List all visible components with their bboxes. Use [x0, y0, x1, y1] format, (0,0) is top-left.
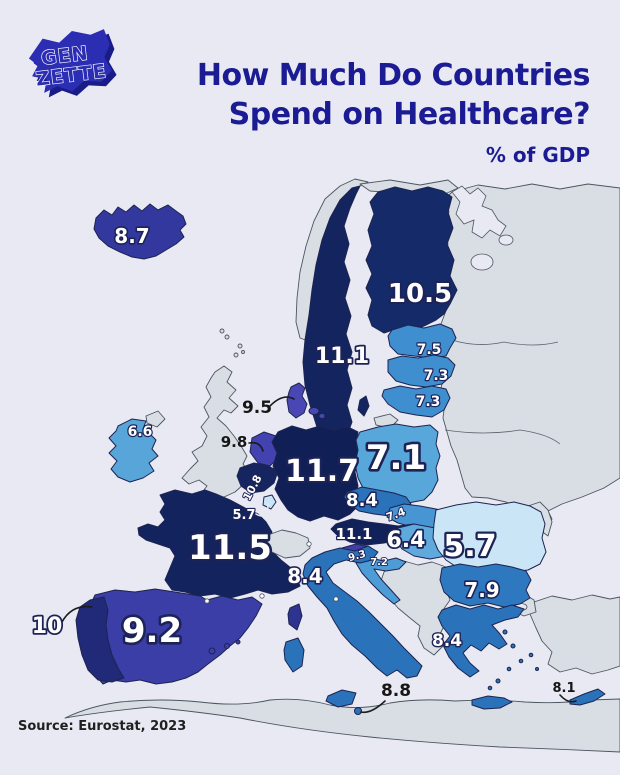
label-cyprus-value: 8.1	[552, 681, 575, 696]
page-title: How Much Do Countries Spend on Healthcar…	[100, 56, 591, 168]
label-finland-value: 10.5	[388, 279, 452, 309]
country-ireland	[108, 418, 159, 483]
label-italy-value: 8.4	[287, 564, 322, 588]
logo-bubble-shape	[28, 29, 113, 93]
label-bulgaria-value: 7.9	[464, 578, 499, 602]
label-sweden-value: 11.1	[315, 344, 369, 369]
border-belarus-ukraine	[444, 429, 561, 445]
label-hungary-value: 6.4	[387, 528, 426, 553]
label-greece-value: 8.4	[432, 631, 462, 651]
country-romania	[432, 501, 547, 573]
country-bulgaria	[439, 563, 532, 608]
callout-denmark	[269, 396, 295, 407]
island-sardinia	[283, 637, 305, 673]
country-latvia	[387, 354, 456, 388]
label-lithuania-value: 7.3	[416, 394, 441, 410]
region-north-africa	[64, 698, 620, 753]
country-finland	[365, 186, 458, 334]
label-portugal-value: 10	[32, 614, 63, 639]
label-germany-value: 11.7	[285, 454, 359, 489]
label-estonia-value: 7.5	[417, 342, 442, 358]
label-croatia-value: 7.2	[370, 557, 388, 568]
country-italy	[302, 545, 423, 679]
country-france	[137, 489, 301, 599]
label-latvia-value: 7.3	[424, 368, 449, 384]
label-poland-value: 7.1	[366, 438, 426, 478]
genzette-logo-svg: GEN ZETTE	[28, 29, 117, 98]
island-corsica	[287, 603, 303, 631]
faroe-shetland-islands	[219, 328, 245, 358]
callout-netherlands	[248, 441, 264, 452]
border-russia-baltic	[451, 339, 559, 346]
genzette-logo: GEN ZETTE	[14, 20, 118, 110]
country-lithuania	[381, 385, 451, 418]
label-austria-value: 11.1	[335, 525, 372, 543]
subtitle: % of GDP	[485, 143, 590, 167]
island-gotland	[357, 395, 370, 417]
lake-ladoga	[470, 253, 494, 271]
country-croatia	[355, 557, 407, 605]
country-greece	[437, 604, 525, 678]
country-portugal	[75, 596, 125, 683]
region-northern-ireland	[145, 410, 166, 428]
callout-cyprus	[559, 694, 577, 703]
callout-malta	[360, 700, 386, 714]
island-crete	[471, 695, 513, 710]
country-germany	[271, 425, 360, 522]
country-denmark	[286, 382, 326, 419]
country-poland	[354, 423, 441, 504]
label-ireland-value: 6.6	[128, 424, 153, 440]
balearic-islands	[208, 639, 241, 655]
island-malta	[354, 707, 362, 715]
title-line-1: How Much Do Countries	[196, 58, 591, 93]
lake-onega	[498, 234, 514, 246]
country-estonia	[387, 323, 457, 359]
microstate-dots	[204, 541, 339, 604]
label-iceland-value: 8.7	[114, 224, 149, 248]
title-line-2: Spend on Healthcare?	[228, 97, 591, 132]
country-switzerland	[265, 529, 311, 559]
island-sicily	[325, 689, 357, 708]
country-turkey	[529, 594, 620, 675]
white-sea	[451, 185, 507, 239]
country-luxembourg	[262, 494, 277, 510]
country-iceland	[93, 203, 187, 260]
label-czechia-value: 8.4	[346, 490, 378, 511]
label-netherlands-value: 9.8	[221, 433, 248, 451]
aegean-islands	[487, 629, 539, 691]
label-luxembourg-value: 5.7	[232, 508, 255, 523]
country-cyprus	[569, 688, 606, 706]
region-russia-east	[439, 183, 620, 531]
label-denmark-value: 9.5	[242, 398, 272, 418]
callout-portugal	[61, 605, 93, 623]
label-romania-value: 5.7	[443, 529, 496, 564]
label-france-value: 11.5	[188, 528, 272, 568]
label-spain-value: 9.2	[122, 611, 182, 651]
callout-luxembourg	[255, 503, 269, 517]
source-credit: Source: Eurostat, 2023	[18, 719, 187, 734]
country-belgium	[236, 462, 279, 494]
label-malta-value: 8.8	[381, 681, 411, 701]
